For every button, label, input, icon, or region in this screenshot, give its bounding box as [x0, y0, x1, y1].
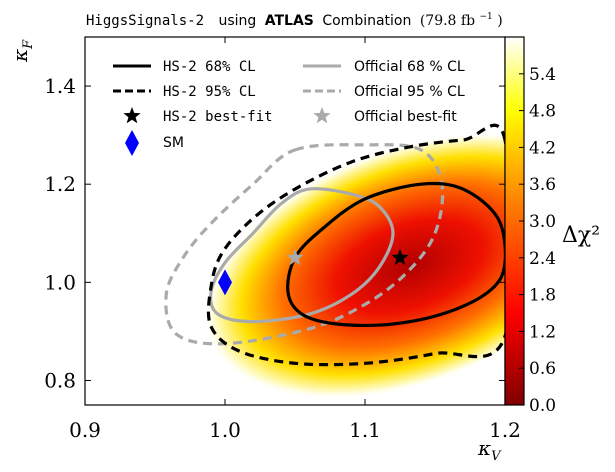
y-tick-label: 1.4 [44, 74, 76, 98]
colorbar: 0.0 0.6 1.2 1.8 2.4 3.0 3.6 4.2 4.8 5.4 Δχ² [504, 36, 600, 416]
title-atlas: ATLAS [265, 13, 314, 29]
colorbar-ticks: 0.0 0.6 1.2 1.8 2.4 3.0 3.6 4.2 4.8 5.4 [519, 65, 556, 416]
colorbar-tick-label: 5.4 [529, 65, 556, 85]
legend-item-hs2-68: HS-2 68% CL [113, 59, 256, 75]
legend-gray-star-icon [313, 107, 331, 124]
official-68-contour [209, 187, 395, 324]
legend: HS-2 68% CL HS-2 95% CL HS-2 best-fit SM… [113, 59, 465, 156]
title-lumi: (79.8 fb [420, 13, 475, 29]
chart-title: HiggsSignals-2 using ATLAS Combination (… [86, 7, 503, 29]
hs2-bestfit-star [391, 248, 409, 266]
x-axis-label: κV [477, 436, 502, 464]
y-axis-label: κF [8, 39, 36, 63]
title-combination: Combination [322, 13, 411, 29]
x-tick-label: 1.1 [349, 418, 381, 442]
legend-black-star-icon [123, 107, 141, 124]
colorbar-tick-label: 2.4 [529, 249, 556, 269]
legend-label-hs2-95: HS-2 95% CL [163, 84, 256, 100]
colorbar-gradient [505, 37, 524, 405]
y-axis: 0.8 1.0 1.2 1.4 [44, 74, 505, 392]
legend-blue-diamond-icon [125, 130, 139, 156]
legend-item-hs2-95: HS-2 95% CL [113, 84, 256, 100]
y-axis-label-sub: F [21, 39, 36, 50]
title-using: using [218, 13, 256, 29]
colorbar-tick-label: 4.2 [529, 138, 556, 158]
markers [218, 248, 409, 296]
heatmap [203, 132, 505, 399]
title-code: HiggsSignals-2 [86, 13, 204, 29]
official-bestfit-star [286, 248, 304, 266]
y-axis-label-base: κ [8, 49, 32, 63]
colorbar-tick-label: 1.2 [529, 322, 556, 342]
hs2-95-contour [206, 123, 505, 367]
legend-item-sm: SM [125, 130, 184, 156]
hs2-68-contour [286, 181, 505, 328]
x-tick-label: 1.2 [489, 418, 521, 442]
colorbar-tick-label: 3.6 [529, 175, 556, 195]
plot-area [164, 123, 505, 399]
colorbar-tick-label: 1.8 [529, 286, 556, 306]
x-axis-label-sub: V [491, 449, 502, 464]
legend-item-hs2-bestfit: HS-2 best-fit [123, 107, 273, 125]
colorbar-tick-label: 0.6 [529, 359, 556, 379]
delta-chi2-heatmap [203, 132, 505, 399]
contours [164, 123, 505, 367]
colorbar-tick-label: 0.0 [529, 396, 556, 416]
legend-label-official-bestfit: Official best-fit [354, 109, 457, 125]
legend-item-official-68: Official 68 % CL [303, 59, 465, 75]
x-tick-label: 1.0 [209, 418, 241, 442]
y-tick-label: 1.0 [44, 270, 76, 294]
legend-label-official-68: Official 68 % CL [354, 59, 465, 75]
legend-label-official-95: Official 95 % CL [354, 84, 465, 100]
colorbar-tick-label: 3.0 [529, 212, 556, 232]
sm-diamond [218, 269, 232, 296]
y-tick-label: 1.2 [44, 172, 76, 196]
colorbar-label: Δχ² [562, 223, 600, 248]
legend-label-hs2-bestfit: HS-2 best-fit [163, 109, 273, 125]
legend-label-hs2-68: HS-2 68% CL [163, 59, 256, 75]
x-tick-label: 0.9 [69, 418, 101, 442]
legend-item-official-bestfit: Official best-fit [313, 107, 457, 125]
official-95-contour [164, 143, 445, 346]
colorbar-tick-label: 4.8 [529, 102, 556, 122]
title-lumi-exp: −1 [480, 12, 493, 22]
y-tick-label: 0.8 [44, 368, 76, 392]
legend-item-official-95: Official 95 % CL [303, 84, 465, 100]
title-lumi-close: ) [497, 13, 502, 29]
x-axis-label-base: κ [477, 436, 491, 460]
legend-label-sm: SM [163, 135, 184, 151]
